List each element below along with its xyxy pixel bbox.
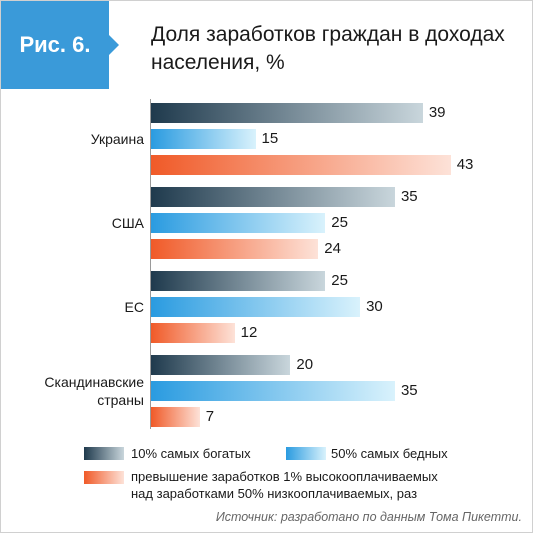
bar-rich — [151, 187, 395, 207]
chart-title-line1: Доля заработков граждан в доходах — [151, 23, 505, 46]
data-label: 7 — [205, 408, 215, 425]
bar-poor — [151, 381, 395, 401]
badge-arrow-icon — [109, 35, 119, 55]
category-label: ЕС — [125, 298, 144, 316]
bar-ratio — [151, 155, 451, 175]
legend-label-ratio-line2: над заработками 50% низкооплачиваемых, р… — [131, 486, 418, 501]
category-axis-line — [150, 99, 151, 429]
data-label: 20 — [296, 356, 314, 373]
figure-badge: Рис. 6. — [1, 1, 109, 89]
category-label: Скандинавские страны — [44, 373, 144, 409]
category-label-line: страны — [97, 392, 144, 408]
category-label: США — [112, 214, 144, 232]
legend-swatch-rich — [84, 447, 124, 460]
chart-title: Доля заработков граждан в доходах населе… — [151, 21, 521, 77]
data-label: 30 — [366, 298, 383, 315]
chart-title-line2: населения, % — [151, 51, 285, 74]
bar-poor — [151, 213, 326, 233]
category-label-line: США — [111, 215, 144, 231]
legend-label-rich: 10% самых богатых — [131, 446, 251, 461]
bar-ratio — [151, 323, 235, 343]
category-label-line: Скандинавские — [44, 374, 144, 390]
bar-ratio — [151, 239, 319, 259]
bar-rich — [151, 271, 326, 291]
data-label: 12 — [240, 324, 258, 341]
legend-label-poor: 50% самых бедных — [331, 446, 448, 461]
bar-poor — [151, 297, 361, 317]
category-label-line: Украина — [90, 131, 144, 147]
legend-swatch-poor — [286, 447, 326, 460]
data-label: 24 — [324, 240, 341, 257]
source-note: Источник: разработано по данным Тома Пик… — [215, 510, 522, 524]
bar-ratio — [151, 407, 200, 427]
data-label: 43 — [456, 156, 474, 173]
data-label: 15 — [261, 130, 279, 147]
category-label-line: ЕС — [124, 299, 144, 315]
bar-poor — [151, 129, 256, 149]
legend-label-ratio: превышение заработков 1% высокооплачивае… — [131, 468, 438, 502]
data-label: 25 — [331, 214, 348, 231]
data-label: 25 — [331, 272, 348, 289]
legend-label-ratio-line1: превышение заработков 1% высокооплачивае… — [131, 469, 438, 484]
bar-rich — [151, 355, 291, 375]
data-label: 35 — [400, 382, 418, 399]
data-label: 39 — [428, 104, 446, 121]
category-label: Украина — [91, 130, 144, 148]
legend-swatch-ratio — [84, 471, 124, 484]
data-label: 35 — [400, 188, 418, 205]
bar-rich — [151, 103, 423, 123]
